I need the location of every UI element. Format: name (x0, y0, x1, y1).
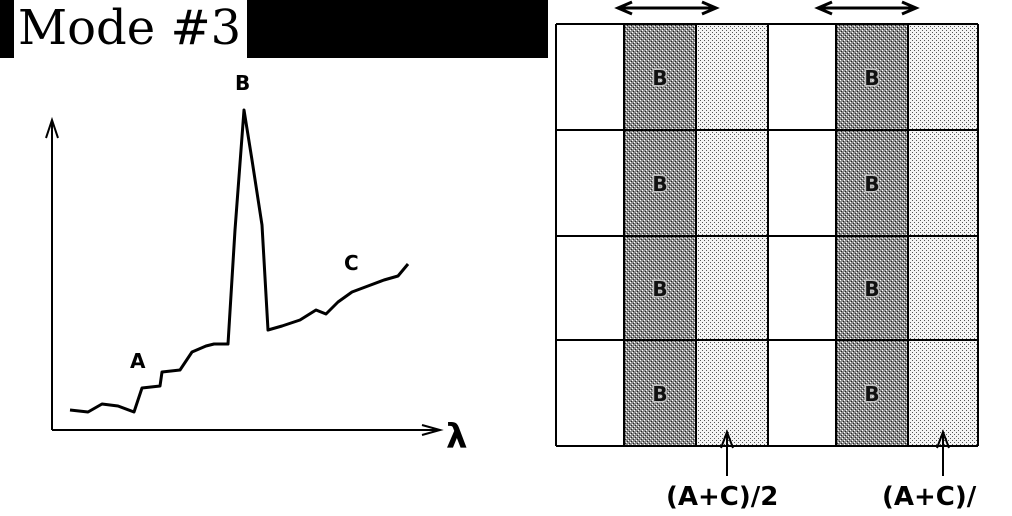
spectrum-panel (0, 58, 548, 516)
grid-cell-label: B (652, 277, 667, 301)
top-arrows (614, 0, 920, 16)
spectrum-curve (69, 108, 410, 414)
grid-cell-label: B (864, 382, 879, 406)
grid-cell-label: B (864, 277, 879, 301)
bottom-label-2: (A+C)/ (882, 482, 977, 512)
grid-cell-label: B (864, 66, 879, 90)
bottom-label-1: (A+C)/2 (666, 482, 778, 512)
mode-title: Mode #3 (14, 0, 248, 60)
grid-cell-label: B (652, 382, 667, 406)
bottom-pointers (720, 429, 950, 476)
grid-cell-label: B (652, 66, 667, 90)
spectrum-plot: A B C λ (45, 71, 468, 457)
grid-cell-label: B (864, 172, 879, 196)
peak-label-b: B (235, 71, 250, 95)
grid-cell-label: B (652, 172, 667, 196)
y-axis-arrow (45, 116, 59, 139)
peak-label-a: A (130, 349, 146, 373)
peak-label-c: C (344, 251, 359, 275)
x-axis-arrow (421, 424, 444, 436)
lambda-axis-label: λ (446, 417, 468, 457)
pixel-grid: B B B B B B B B (555, 23, 979, 447)
